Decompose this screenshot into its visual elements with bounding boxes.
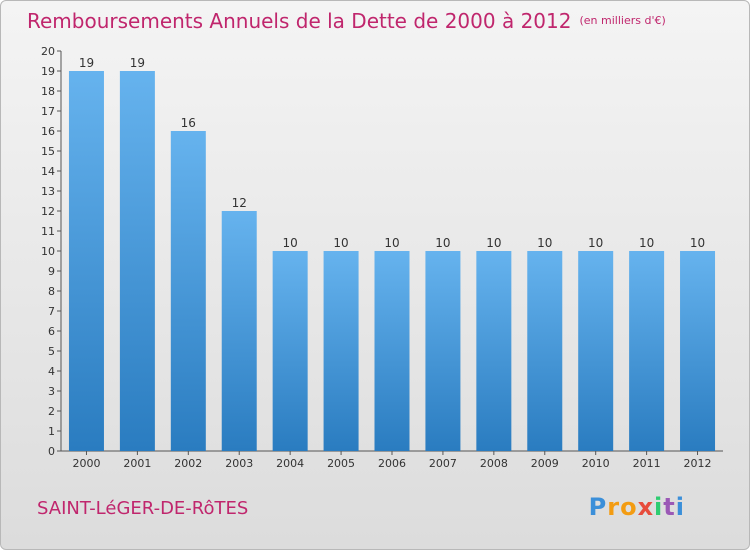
x-tick-label: 2000 <box>72 457 100 470</box>
y-tick-label: 2 <box>48 405 55 418</box>
x-tick-label: 2002 <box>174 457 202 470</box>
x-tick-label: 2004 <box>276 457 304 470</box>
x-tick-label: 2006 <box>378 457 406 470</box>
commune-name: SAINT-LéGER-DE-RôTES <box>37 498 249 519</box>
bar-value-label: 10 <box>537 236 552 250</box>
y-tick-label: 7 <box>48 305 55 318</box>
x-tick-label: 2008 <box>480 457 508 470</box>
x-tick-label: 2011 <box>633 457 661 470</box>
x-tick-label: 2012 <box>684 457 712 470</box>
x-tick-label: 2010 <box>582 457 610 470</box>
x-tick-label: 2003 <box>225 457 253 470</box>
bar-value-label: 10 <box>486 236 501 250</box>
bar-2010 <box>578 251 614 451</box>
bar-value-label: 10 <box>588 236 603 250</box>
bar-value-label: 19 <box>79 56 94 70</box>
bar-2007 <box>425 251 461 451</box>
y-tick-label: 8 <box>48 285 55 298</box>
chart-unit: (en milliers d'€) <box>579 14 666 27</box>
y-tick-label: 20 <box>41 45 55 58</box>
proxiti-logo: Proxiti <box>588 493 685 521</box>
bar-2005 <box>323 251 359 451</box>
y-tick-label: 15 <box>41 145 55 158</box>
y-tick-label: 14 <box>41 165 55 178</box>
y-tick-label: 11 <box>41 225 55 238</box>
bar-2011 <box>629 251 665 451</box>
bar-value-label: 10 <box>639 236 654 250</box>
y-tick-label: 3 <box>48 385 55 398</box>
chart-title: Remboursements Annuels de la Dette de 20… <box>27 9 666 33</box>
y-tick-label: 10 <box>41 245 55 258</box>
bar-2002 <box>170 131 206 451</box>
bar-value-label: 16 <box>181 116 196 130</box>
bar-2006 <box>374 251 410 451</box>
bar-2009 <box>527 251 563 451</box>
chart-title-text: Remboursements Annuels de la Dette de 20… <box>27 9 572 33</box>
bar-value-label: 12 <box>232 196 247 210</box>
bar-value-label: 10 <box>384 236 399 250</box>
x-tick-label: 2001 <box>123 457 151 470</box>
bar-value-label: 10 <box>333 236 348 250</box>
x-tick-label: 2005 <box>327 457 355 470</box>
y-tick-label: 4 <box>48 365 55 378</box>
bar-2008 <box>476 251 512 451</box>
y-tick-label: 12 <box>41 205 55 218</box>
bar-value-label: 10 <box>283 236 298 250</box>
bar-2012 <box>680 251 716 451</box>
y-tick-label: 6 <box>48 325 55 338</box>
bar-2003 <box>221 211 257 451</box>
bar-2001 <box>119 71 155 451</box>
y-tick-label: 1 <box>48 425 55 438</box>
bar-2004 <box>272 251 308 451</box>
y-tick-label: 17 <box>41 105 55 118</box>
y-tick-label: 13 <box>41 185 55 198</box>
bar-2000 <box>68 71 104 451</box>
y-tick-label: 5 <box>48 345 55 358</box>
y-tick-label: 19 <box>41 65 55 78</box>
y-tick-label: 16 <box>41 125 55 138</box>
bar-value-label: 19 <box>130 56 145 70</box>
y-tick-label: 0 <box>48 445 55 458</box>
x-tick-label: 2007 <box>429 457 457 470</box>
x-tick-label: 2009 <box>531 457 559 470</box>
y-tick-label: 9 <box>48 265 55 278</box>
y-tick-label: 18 <box>41 85 55 98</box>
bar-value-label: 10 <box>435 236 450 250</box>
bar-value-label: 10 <box>690 236 705 250</box>
